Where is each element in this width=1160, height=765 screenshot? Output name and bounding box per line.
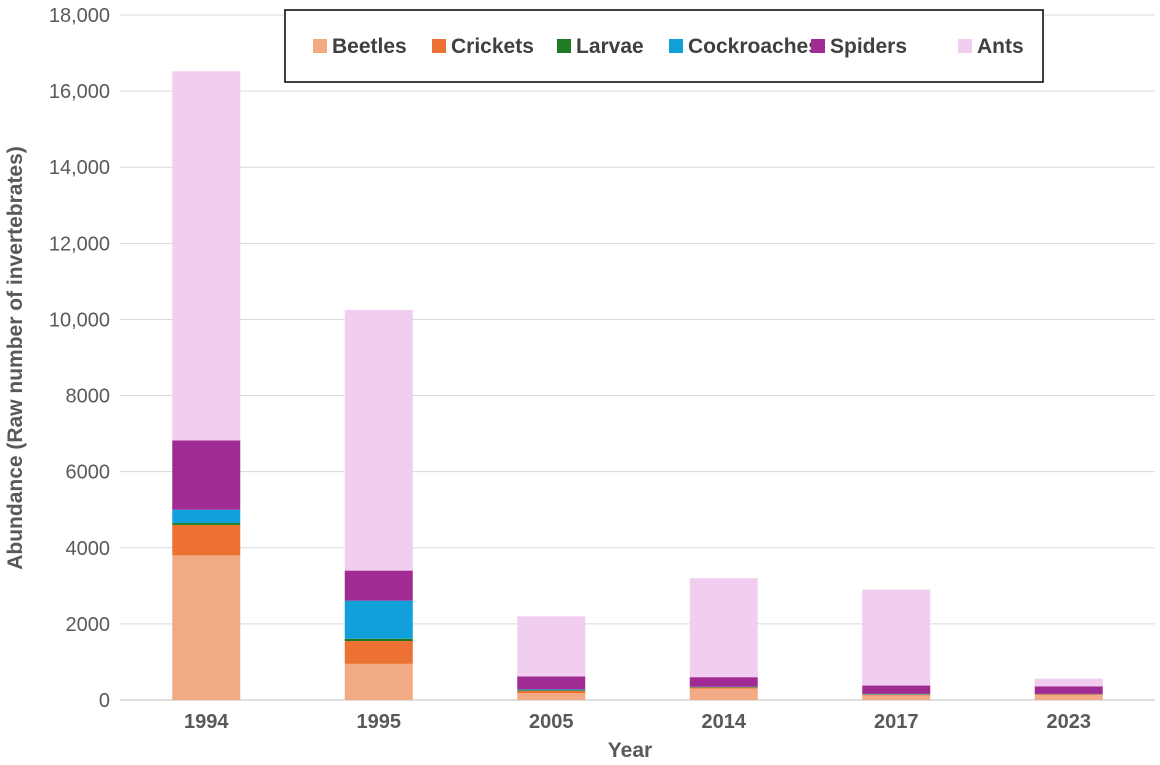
- bar-segment-ants-2023: [1034, 678, 1103, 687]
- y-tick-label: 14,000: [49, 157, 110, 179]
- y-tick-label: 18,000: [49, 5, 110, 27]
- bar-segment-crickets-2017: [862, 694, 931, 696]
- x-tick-label: 2005: [529, 711, 574, 733]
- bar-segment-spiders-2014: [689, 677, 758, 687]
- bar-segment-beetles-1995: [344, 663, 413, 700]
- bar-segment-crickets-2014: [689, 687, 758, 689]
- y-tick-label: 2000: [66, 614, 111, 636]
- bar-segment-cockroaches-1994: [172, 509, 241, 524]
- legend-swatch-crickets: [432, 39, 446, 53]
- legend-items: Beetles Crickets Larvae Cockroaches Spiders A…: [313, 35, 1024, 58]
- bars: [172, 71, 1103, 700]
- legend-label-crickets: Crickets: [451, 35, 534, 58]
- legend-swatch-cockroaches: [669, 39, 683, 53]
- bar-segment-ants-2005: [517, 616, 586, 677]
- bar-segment-ants-1994: [172, 71, 241, 441]
- bar-segment-ants-2014: [689, 578, 758, 678]
- legend-swatch-larvae: [557, 39, 571, 53]
- x-tick-label: 1994: [184, 711, 229, 733]
- y-tick-label: 12,000: [49, 233, 110, 255]
- x-tick-label: 2017: [874, 711, 919, 733]
- x-tick-labels: 1994 1995 2005 2014 2017 2023: [184, 711, 1091, 733]
- y-tick-label: 16,000: [49, 81, 110, 103]
- bar-segment-spiders-1995: [344, 570, 413, 601]
- bar-segment-spiders-2017: [862, 685, 931, 694]
- bar-segment-spiders-1994: [172, 440, 241, 510]
- x-axis-title: Year: [608, 739, 652, 762]
- y-tick-label: 4000: [66, 538, 111, 560]
- bar-segment-spiders-2023: [1034, 686, 1103, 694]
- y-tick-label: 8000: [66, 386, 111, 408]
- bar-segment-beetles-2005: [517, 693, 586, 700]
- bar-segment-beetles-2014: [689, 688, 758, 700]
- bar-segment-beetles-2023: [1034, 695, 1103, 700]
- x-tick-label: 2023: [1047, 711, 1092, 733]
- legend-label-larvae: Larvae: [576, 35, 644, 58]
- x-tick-label: 1995: [357, 711, 402, 733]
- bar-segment-crickets-1994: [172, 524, 241, 556]
- legend-swatch-spiders: [811, 39, 825, 53]
- y-tick-labels: 0 2000 4000 6000 8000 10,000 12,000 14,000 16,00…: [49, 5, 110, 712]
- legend-label-ants: Ants: [977, 35, 1024, 58]
- y-tick-label: 6000: [66, 462, 111, 484]
- gridlines: [120, 14, 1155, 701]
- y-tick-label: 0: [99, 690, 110, 712]
- bar-segment-cockroaches-2005: [517, 689, 586, 691]
- legend-label-spiders: Spiders: [830, 35, 907, 58]
- legend-swatch-ants: [958, 39, 972, 53]
- bar-segment-larvae-2005: [517, 690, 586, 691]
- bar-segment-larvae-1995: [344, 638, 413, 642]
- legend-label-beetles: Beetles: [332, 35, 407, 58]
- legend-frame: [284, 9, 1044, 83]
- bar-segment-crickets-2005: [517, 690, 586, 694]
- legend-label-cockroaches: Cockroaches: [688, 35, 820, 58]
- bar-segment-crickets-2023: [1034, 694, 1103, 696]
- bar-segment-ants-2017: [862, 589, 931, 686]
- bar-segment-beetles-2017: [862, 695, 931, 700]
- bar-segment-beetles-1994: [172, 555, 241, 700]
- legend-swatch-beetles: [313, 39, 327, 53]
- x-tick-label: 2014: [702, 711, 747, 733]
- y-axis-title: Abundance (Raw number of invertebrates): [4, 146, 27, 570]
- y-tick-label: 10,000: [49, 309, 110, 331]
- bar-segment-larvae-1994: [172, 523, 241, 525]
- bar-segment-crickets-1995: [344, 641, 413, 664]
- legend: Beetles Crickets Larvae Cockroaches Spiders A…: [284, 9, 1044, 83]
- bar-segment-cockroaches-1995: [344, 600, 413, 639]
- bar-segment-ants-1995: [344, 309, 413, 571]
- bar-segment-spiders-2005: [517, 676, 586, 690]
